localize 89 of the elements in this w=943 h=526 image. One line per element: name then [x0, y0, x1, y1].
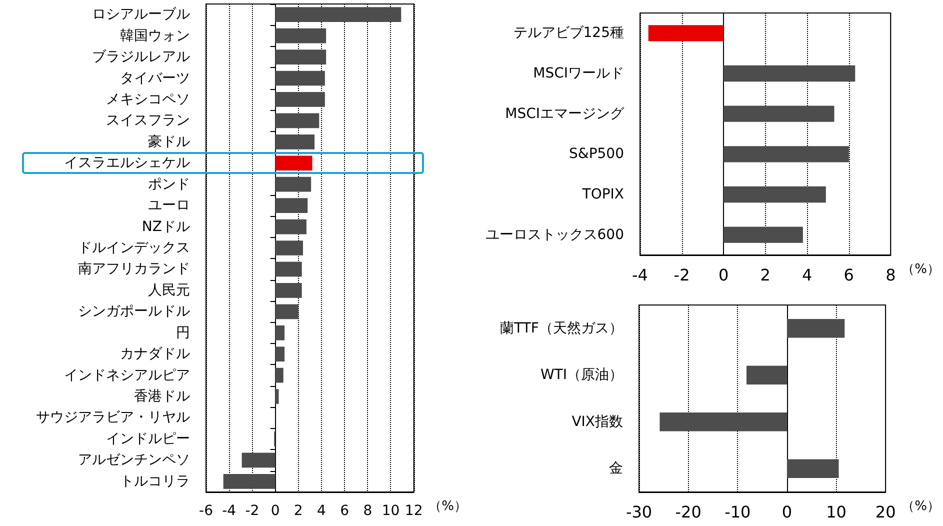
- y-tick-label: S&P500: [569, 146, 624, 162]
- x-tick-label: -6: [199, 503, 214, 519]
- x-axis-title: （%）: [428, 499, 468, 514]
- y-tick-label: TOPIX: [581, 186, 624, 202]
- bar: [242, 452, 276, 468]
- bar: [746, 366, 787, 384]
- y-tick-label: インドネシアルピア: [64, 367, 190, 384]
- bar: [648, 25, 724, 42]
- y-tick-label: 豪ドル: [148, 134, 190, 150]
- bar: [275, 262, 302, 277]
- y-tick-label: サウジアラビア・リヤル: [36, 410, 190, 426]
- x-tick-label: -30: [626, 502, 652, 522]
- y-tick-label: NZドル: [142, 218, 190, 235]
- y-tick-label: 円: [176, 324, 190, 341]
- y-tick-label: VIX指数: [572, 414, 623, 430]
- y-tick-label: 人民元: [148, 282, 190, 298]
- bar: [223, 474, 276, 489]
- x-tick-label: 8: [886, 266, 896, 284]
- x-tick-label: 6: [844, 266, 854, 284]
- y-tick-label: スイスフラン: [106, 112, 190, 129]
- bar: [275, 70, 325, 86]
- bar: [275, 325, 285, 340]
- y-tick-label: ユーロ: [148, 198, 190, 214]
- y-tick-label: イスラエルシェケル: [64, 155, 190, 172]
- x-tick-label: 12: [404, 503, 423, 519]
- y-tick-label: シンガポールドル: [78, 304, 190, 320]
- x-tick-label: -4: [632, 266, 648, 284]
- x-tick-label: 2: [760, 266, 770, 284]
- bar: [275, 219, 306, 234]
- y-tick-label: ドルインデックス: [78, 240, 190, 256]
- y-tick-label: ユーロストックス600: [485, 226, 624, 243]
- bar: [275, 346, 285, 362]
- x-tick-label: 0: [782, 502, 792, 522]
- y-tick-label: アルゼンチンペソ: [78, 452, 190, 468]
- bar: [275, 368, 284, 383]
- x-tick-label: 8: [363, 503, 372, 519]
- x-tick-label: -10: [724, 502, 751, 522]
- y-tick-label: 南アフリカランド: [78, 261, 190, 278]
- y-tick-label: インドルピー: [106, 430, 190, 447]
- x-tick-label: -20: [675, 502, 702, 522]
- y-tick-label: 香港ドル: [134, 388, 190, 405]
- bar: [275, 50, 326, 64]
- x-tick-label: 4: [802, 266, 812, 284]
- y-tick-label: WTI（原油）: [540, 367, 623, 384]
- bar: [275, 283, 302, 298]
- x-tick-label: 2: [294, 503, 303, 519]
- bar: [660, 412, 787, 432]
- bar: [275, 156, 312, 171]
- bar: [724, 186, 826, 203]
- y-tick-label: ブラジルレアル: [92, 49, 190, 66]
- x-tick-label: 6: [340, 503, 350, 519]
- x-tick-label: 0: [270, 503, 280, 519]
- bar: [786, 459, 839, 478]
- y-tick-label: テルアビブ125種: [513, 25, 624, 42]
- x-tick-label: -2: [674, 266, 690, 284]
- x-axis-title: （%）: [902, 262, 940, 277]
- x-tick-label: 20: [875, 502, 896, 522]
- y-tick-label: MSCIワールド: [533, 66, 624, 82]
- y-tick-label: MSCIエマージング: [505, 106, 625, 122]
- bar: [275, 240, 303, 256]
- x-tick-label: 10: [826, 502, 846, 522]
- bar: [724, 226, 803, 243]
- y-tick-label: メキシコペソ: [106, 91, 190, 108]
- y-tick-label: ポンド: [148, 176, 190, 192]
- bar: [275, 113, 320, 128]
- bar: [275, 198, 308, 213]
- bar: [724, 106, 834, 122]
- y-tick-label: タイバーツ: [120, 70, 190, 86]
- bar: [786, 319, 845, 338]
- bar: [275, 7, 402, 22]
- x-tick-label: -2: [245, 503, 260, 519]
- bar: [275, 134, 315, 150]
- x-axis-title: （%）: [902, 499, 940, 514]
- y-tick-label: 金: [609, 460, 623, 477]
- bar: [275, 28, 326, 44]
- x-tick-label: -4: [222, 503, 236, 519]
- y-tick-label: トルコリラ: [120, 473, 190, 490]
- y-tick-label: ロシアルーブル: [92, 6, 190, 23]
- x-tick-label: 4: [317, 503, 326, 519]
- bar: [275, 304, 298, 320]
- x-tick-label: 10: [382, 503, 400, 519]
- y-tick-label: 韓国ウォン: [120, 28, 190, 44]
- y-tick-label: カナダドル: [120, 346, 190, 362]
- x-tick-label: 0: [718, 266, 729, 284]
- bar: [275, 92, 325, 107]
- bar: [724, 65, 856, 82]
- bar: [724, 146, 849, 162]
- y-tick-label: 蘭TTF（天然ガス）: [500, 320, 623, 336]
- bar: [275, 176, 312, 192]
